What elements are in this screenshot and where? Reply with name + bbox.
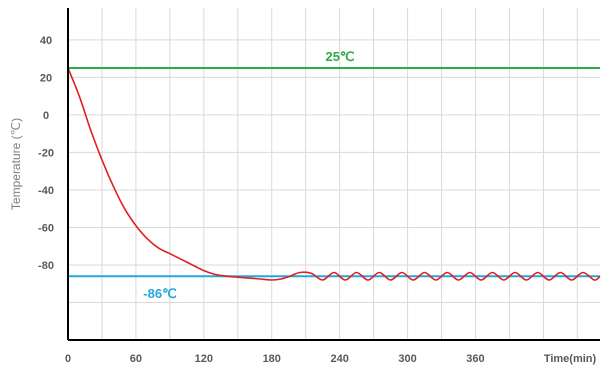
reference-line-label: -86℃: [143, 286, 176, 301]
y-tick-label: 40: [40, 35, 52, 47]
y-tick-label: -20: [38, 147, 54, 159]
y-axis-title: Temperature (℃): [9, 118, 23, 210]
y-tick-label: -80: [38, 260, 54, 272]
y-tick-label: 20: [40, 72, 52, 84]
reference-lines: 25℃ -86℃: [68, 49, 600, 301]
axes: [67, 8, 600, 341]
x-tick-label: 180: [263, 353, 281, 365]
x-tick-label: 240: [330, 353, 348, 365]
x-axis-title: Time(min): [544, 353, 597, 365]
data-series: [67, 67, 601, 281]
grid: [68, 8, 600, 340]
tick-labels: 40 20 0 -20 -40 -60 -80 0 60 120 180 240 300 360: [38, 35, 485, 365]
x-tick-label: 60: [130, 353, 142, 365]
temperature-series-line: [67, 67, 601, 281]
y-tick-label: -40: [38, 185, 54, 197]
x-tick-label: 300: [398, 353, 416, 365]
x-tick-label: 0: [65, 353, 71, 365]
y-tick-label: -60: [38, 222, 54, 234]
y-tick-label: 0: [43, 110, 49, 122]
reference-line-label: 25℃: [325, 49, 354, 64]
x-tick-label: 360: [466, 353, 484, 365]
x-tick-label: 120: [195, 353, 213, 365]
